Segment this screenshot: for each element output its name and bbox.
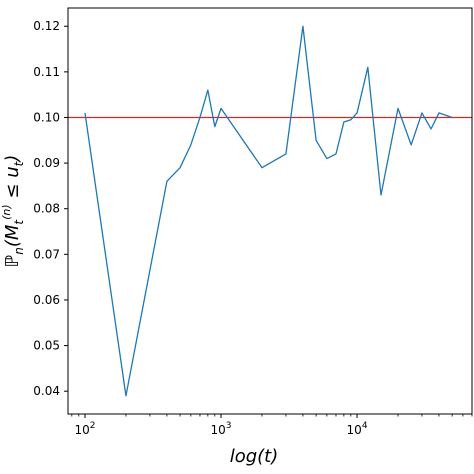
y-tick-label: 0.05 — [33, 339, 60, 353]
y-tick-label: 0.09 — [33, 156, 60, 170]
y-tick-label: 0.08 — [33, 202, 60, 216]
y-tick-label: 0.07 — [33, 247, 60, 261]
y-tick-label: 0.12 — [33, 19, 60, 33]
y-tick-label: 0.06 — [33, 293, 60, 307]
x-tick-label: 104 — [347, 421, 368, 437]
series-line — [84, 25, 453, 397]
x-tick-label: 102 — [74, 421, 95, 437]
y-axis-label: ℙn(Mt(n) ≤ ut) — [0, 155, 26, 268]
y-tick-label: 0.11 — [33, 65, 60, 79]
x-tick-label: 103 — [211, 421, 232, 437]
y-tick-label: 0.10 — [33, 110, 60, 124]
plot-frame — [67, 7, 473, 415]
y-tick-label: 0.04 — [33, 384, 60, 398]
x-axis-label: log(t) — [230, 446, 279, 467]
